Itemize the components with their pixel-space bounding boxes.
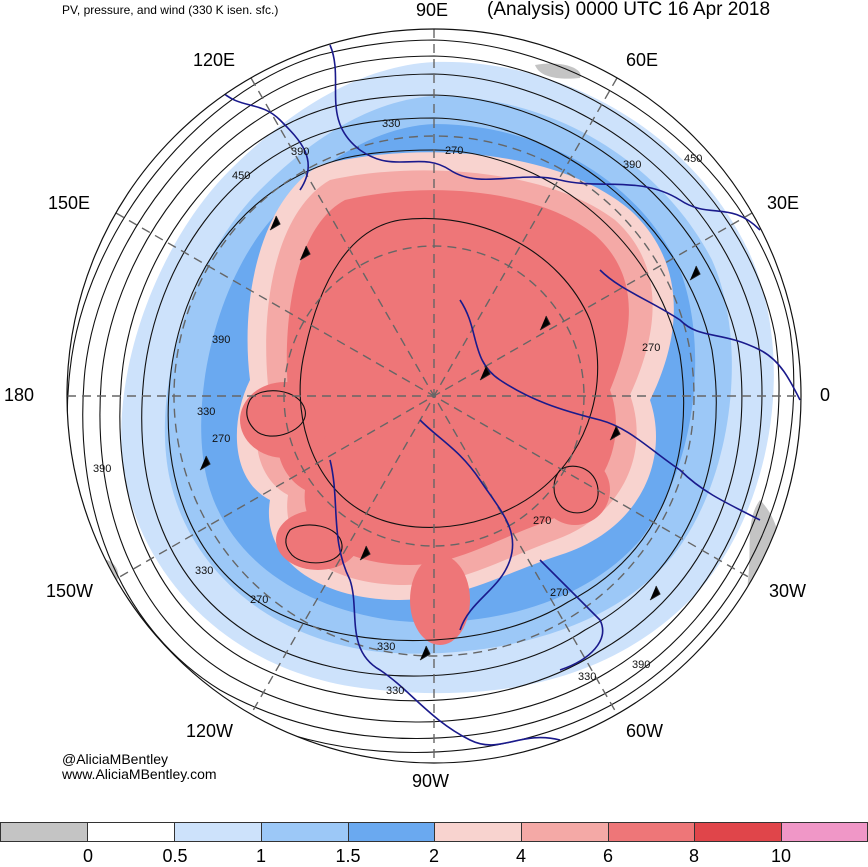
colorbar-cell <box>261 822 350 842</box>
contour-label: 390 <box>291 146 309 158</box>
colorbar-tick-label: 6 <box>602 846 614 866</box>
contour-label: 450 <box>232 170 250 182</box>
lon-label-150w: 150W <box>46 581 94 601</box>
valid-time-title: (Analysis) 0000 UTC 16 Apr 2018 <box>487 0 771 20</box>
graticule <box>67 29 801 763</box>
colorbar-tick-label: 1.5 <box>335 846 361 866</box>
colorbar-tick-label: 1 <box>255 846 267 866</box>
colorbar-tick-label: 4 <box>515 846 527 866</box>
lon-label-90e: 90E <box>416 0 449 20</box>
lon-label-150e: 150E <box>48 193 91 213</box>
contour-label: 330 <box>578 671 596 683</box>
lon-label-120w: 120W <box>186 721 234 741</box>
credit-website: www.AliciaMBentley.com <box>62 766 217 782</box>
colorbar-tick-label: 2 <box>428 846 440 866</box>
colorbar-cell <box>87 822 176 842</box>
contour-label: 330 <box>195 565 213 577</box>
product-title: PV, pressure, and wind (330 K isen. sfc.… <box>62 3 279 17</box>
polar-stereographic-map: 330 270 390 450 390 450 390 270 330 270 … <box>66 28 802 764</box>
contour-label: 270 <box>533 515 551 527</box>
pv-band-strong-red <box>276 190 629 566</box>
contour-label: 330 <box>377 641 395 653</box>
colorbar-tick-label: 10 <box>770 846 792 866</box>
contour-label: 330 <box>197 406 215 418</box>
contour-label: 450 <box>684 153 702 165</box>
map-disc-content <box>67 29 801 763</box>
wind-barbs <box>199 215 701 661</box>
colorbar-cell <box>781 822 868 842</box>
contour-label: 270 <box>642 342 660 354</box>
colorbar-tick-label: 0.5 <box>162 846 188 866</box>
contour-label: 270 <box>445 145 463 157</box>
lon-label-180: 180 <box>4 385 35 405</box>
pv-colorbar <box>0 822 868 844</box>
colorbar-cell <box>608 822 697 842</box>
contour-label: 330 <box>386 685 404 697</box>
contour-label: 390 <box>93 463 111 475</box>
lon-label-120e: 120E <box>193 50 236 70</box>
colorbar-tick-label: 0 <box>82 846 94 866</box>
contour-label: 330 <box>382 118 400 130</box>
colorbar-cell <box>694 822 783 842</box>
contour-label: 270 <box>550 587 568 599</box>
colorbar-cell <box>521 822 610 842</box>
credit-handle: @AliciaMBentley <box>62 751 169 767</box>
lon-label-60e: 60E <box>626 50 659 70</box>
contour-label: 270 <box>250 594 268 606</box>
pressure-contours <box>67 39 795 754</box>
lon-label-30e: 30E <box>767 193 800 213</box>
coastlines <box>219 44 801 746</box>
pv-lobe-west <box>240 382 330 458</box>
colorbar-cell <box>348 822 437 842</box>
colorbar-cell <box>434 822 523 842</box>
map-boundary <box>66 28 802 764</box>
contour-label-group: 330 270 390 450 390 450 390 270 330 270 … <box>93 118 702 697</box>
colorbar-cell <box>0 822 89 842</box>
pv-band-gray <box>535 63 581 79</box>
lon-label-30w: 30W <box>769 581 807 601</box>
lon-label-90w: 90W <box>412 771 450 791</box>
pv-lobe-south <box>410 555 470 645</box>
contour-label: 390 <box>632 659 650 671</box>
lon-label-0: 0 <box>820 385 831 405</box>
contour-label: 390 <box>212 334 230 346</box>
colorbar-tick-label: 8 <box>688 846 700 866</box>
colorbar-cell <box>174 822 263 842</box>
lon-label-60w: 60W <box>626 721 664 741</box>
contour-label: 390 <box>623 159 641 171</box>
contour-label: 270 <box>212 433 230 445</box>
pv-lobe-southwest <box>276 510 360 570</box>
